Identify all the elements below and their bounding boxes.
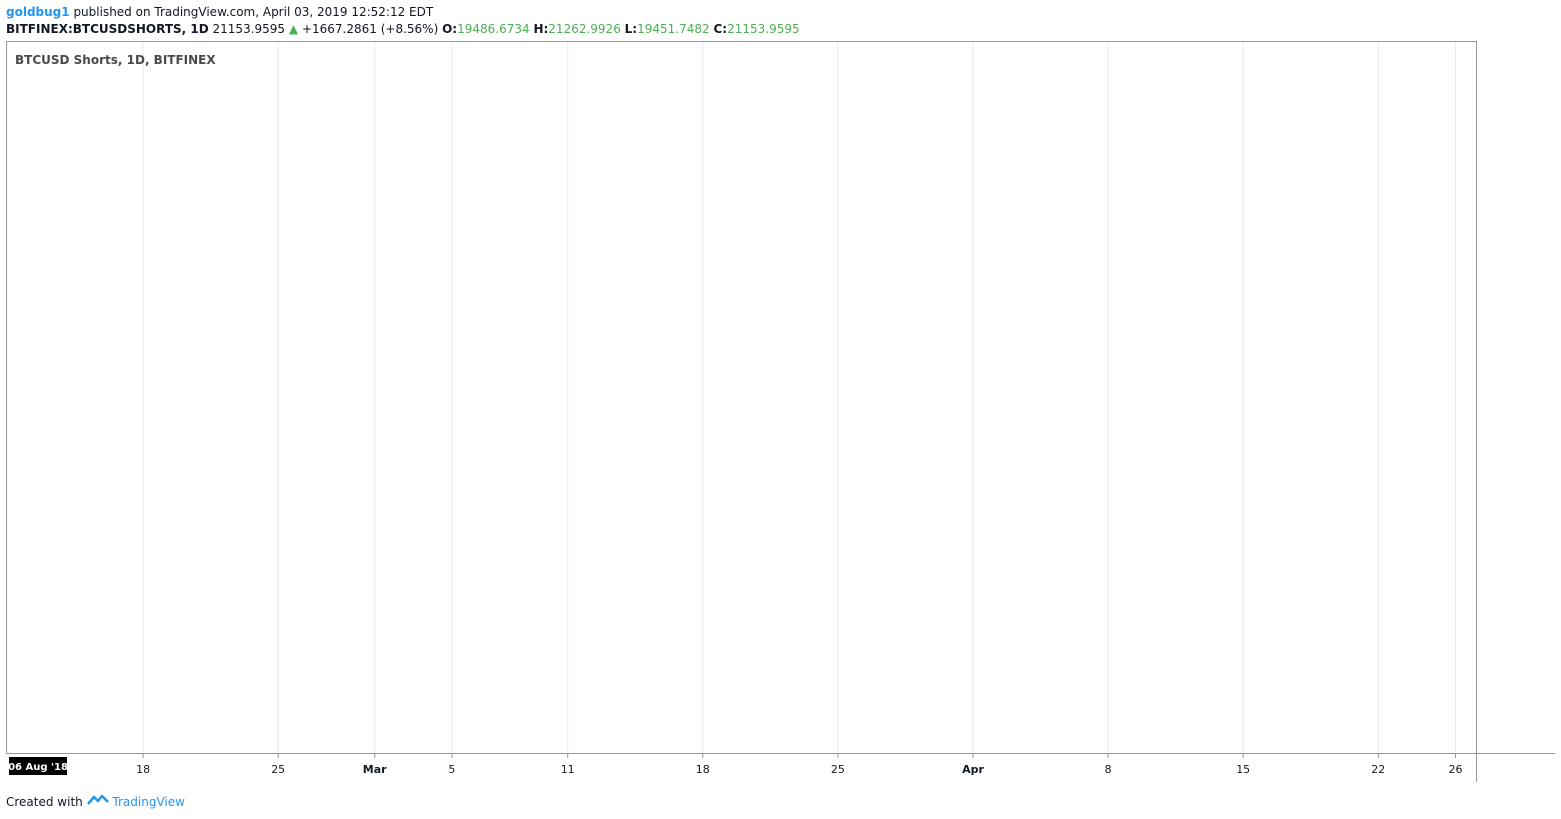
- open-label: O:: [442, 22, 458, 36]
- change-text: +1667.2861 (+8.56%): [301, 22, 439, 36]
- high-value: 21262.9926: [548, 22, 621, 36]
- last-price-text: 21153.9595: [212, 22, 286, 36]
- time-tick-label: 25: [831, 763, 845, 776]
- time-tick-label: 22: [1371, 763, 1385, 776]
- up-arrow-icon: ▲: [288, 22, 299, 36]
- symbol-info: BITFINEX:BTCUSDSHORTS, 1D 21153.9595 ▲ +…: [6, 22, 800, 36]
- cursor-date-label: 06 Aug '18: [8, 762, 68, 773]
- tradingview-logo-icon: [86, 794, 113, 809]
- time-tick-label: 18: [696, 763, 710, 776]
- time-tick-label: Mar: [363, 763, 387, 776]
- close-value: 21153.9595: [727, 22, 800, 36]
- price-chart[interactable]: 30000.000029000.000027000.000026000.0000…: [6, 41, 1555, 782]
- symbol-name: BITFINEX:BTCUSDSHORTS, 1D: [6, 22, 209, 36]
- grid: [142, 41, 1456, 753]
- close-label: C:: [713, 22, 728, 36]
- time-tick-label: Apr: [962, 763, 984, 776]
- low-label: L:: [624, 22, 638, 36]
- chart-frame[interactable]: 30000.000029000.000027000.000026000.0000…: [6, 41, 1555, 782]
- high-label: H:: [533, 22, 549, 36]
- created-with-text: Created with: [6, 795, 83, 809]
- low-value: 19451.7482: [637, 22, 710, 36]
- footer: Created with TradingView: [6, 794, 185, 809]
- cursor-date-box: [9, 757, 67, 775]
- time-tick-label: 26: [1449, 763, 1463, 776]
- time-tick-label: 8: [1105, 763, 1112, 776]
- plot-border: [6, 41, 1477, 754]
- time-tick-label: 5: [448, 763, 455, 776]
- open-value: 19486.6734: [457, 22, 530, 36]
- time-tick-label: 11: [561, 763, 575, 776]
- time-tick-label: 15: [1236, 763, 1250, 776]
- tradingview-brand-link[interactable]: TradingView: [112, 795, 185, 809]
- time-tick-label: 25: [271, 763, 285, 776]
- time-axis[interactable]: 18 25 Mar 5 11 18 25 Apr 8 15 22 26 06 Aug '18: [8, 753, 1463, 776]
- publish-info: goldbug1 published on TradingView.com, A…: [6, 5, 433, 19]
- published-text: published on TradingView.com, April 03, …: [73, 5, 434, 19]
- chart-title: BTCUSD Shorts, 1D, BITFINEX: [15, 53, 216, 67]
- author-link[interactable]: goldbug1: [6, 5, 70, 19]
- time-tick-label: 18: [136, 763, 150, 776]
